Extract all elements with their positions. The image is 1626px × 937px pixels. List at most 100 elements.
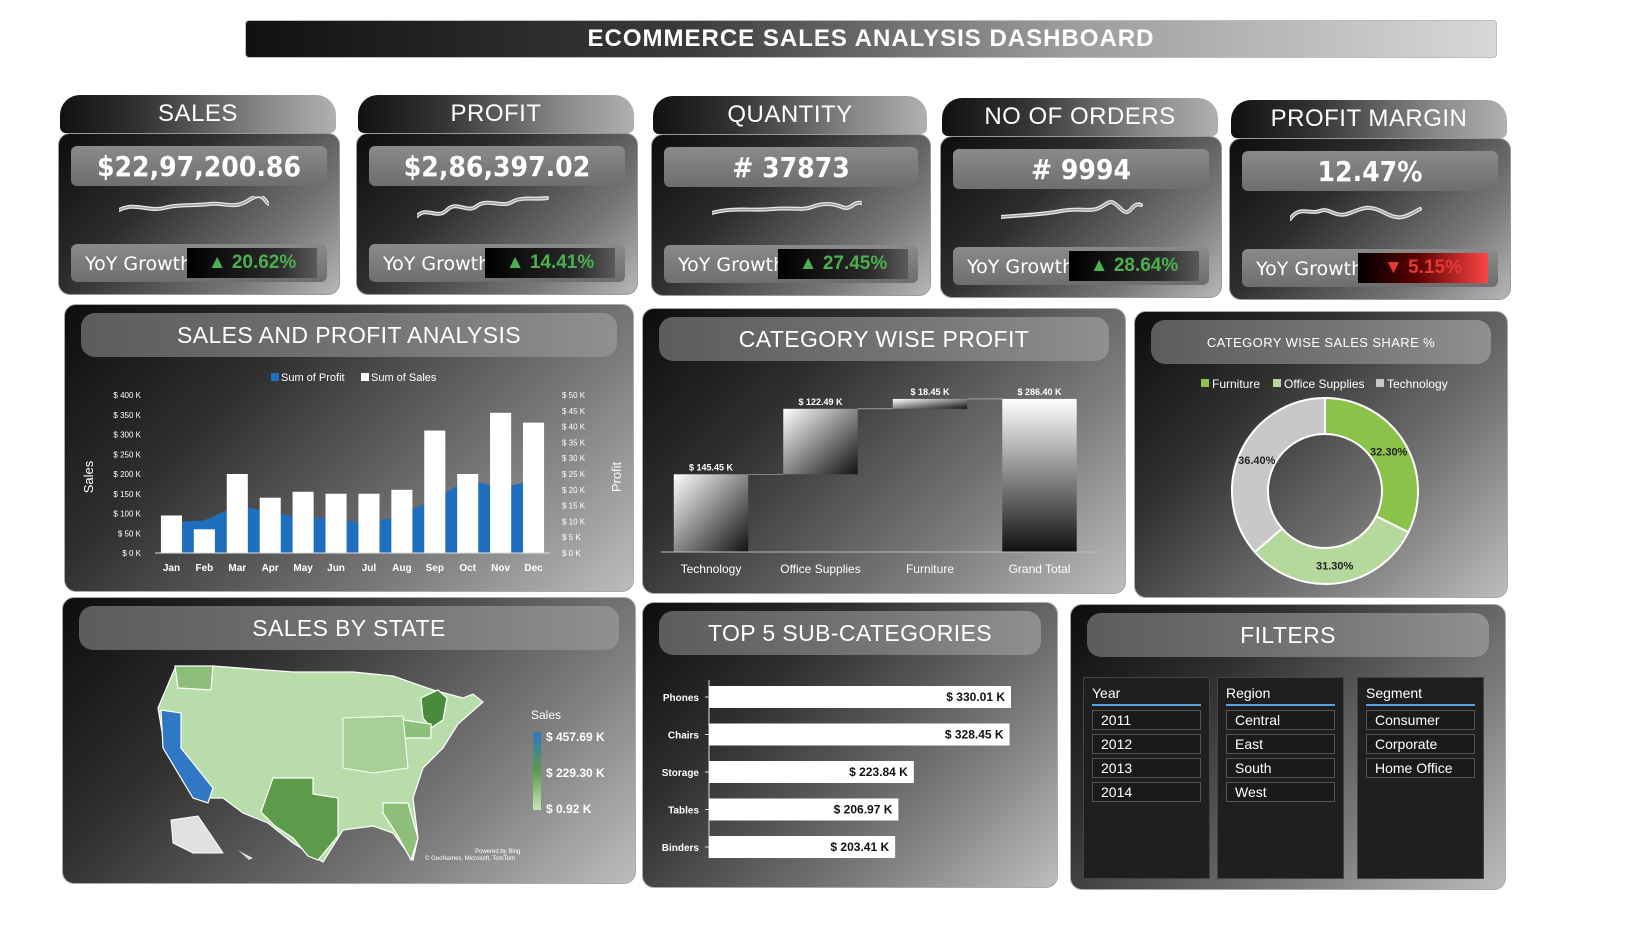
y2-tick: $ 10 K xyxy=(562,517,586,526)
profit-area xyxy=(171,479,534,553)
region-west[interactable]: West xyxy=(1226,782,1335,802)
subcategory-bar xyxy=(709,798,899,821)
x-tick: Mar xyxy=(228,563,246,574)
y2-tick: $ 5 K xyxy=(562,533,581,542)
y-tick: $ 250 K xyxy=(113,450,141,459)
category-share-title: CATEGORY WISE SALES SHARE % xyxy=(1151,320,1491,364)
region-slicer-title: Region xyxy=(1226,682,1335,706)
x-tick: May xyxy=(293,563,313,574)
sales-by-state-title: SALES BY STATE xyxy=(79,606,619,650)
kpi-yoy-value: ▲ 27.45% xyxy=(778,249,908,279)
subcategory-bar xyxy=(709,836,896,858)
y2-tick: $ 40 K xyxy=(562,423,586,432)
top5-title: TOP 5 SUB-CATEGORIES xyxy=(659,611,1041,655)
donut-legend-item: Technology xyxy=(1387,377,1448,391)
y-tick: $ 400 K xyxy=(113,391,141,400)
y-tick: $ 50 K xyxy=(118,529,142,538)
kpi-yoy-label: YoY Growth xyxy=(678,254,786,276)
kpi-yoy-row: YoY Growth ▲ 20.62% xyxy=(71,244,327,282)
kpi-card-4: 12.47% YoY Growth ▼ 5.15% xyxy=(1229,138,1511,300)
segment-corporate[interactable]: Corporate xyxy=(1366,734,1475,754)
waterfall-category: Office Supplies xyxy=(780,562,861,576)
y-tick: $ 350 K xyxy=(113,411,141,420)
subcategory-value: $ 206.97 K xyxy=(834,803,893,817)
donut-legend-item: Furniture xyxy=(1212,377,1260,391)
waterfall-bar xyxy=(783,408,858,475)
year-slicer-title: Year xyxy=(1092,682,1201,706)
y-tick: $ 0 K xyxy=(122,549,141,558)
year-2013[interactable]: 2013 xyxy=(1092,758,1201,778)
combo-legend: Sum of Profit Sum of Sales xyxy=(271,372,437,384)
map-east xyxy=(342,715,409,774)
sales-bar xyxy=(325,493,347,553)
kpi-card-3: # 9994 YoY Growth ▲ 28.64% xyxy=(940,136,1222,298)
donut-slice xyxy=(1324,396,1419,534)
year-2014[interactable]: 2014 xyxy=(1092,782,1201,802)
x-tick: Nov xyxy=(491,563,510,574)
subcategory-name: Binders xyxy=(662,843,700,854)
kpi-yoy-value: ▲ 20.62% xyxy=(187,248,317,278)
sales-bar xyxy=(358,493,380,553)
map-credit-sources: © GeoNames, Microsoft, TomTom xyxy=(425,855,515,862)
sales-bar xyxy=(259,497,281,553)
map-legend-min: $ 0.92 K xyxy=(546,802,592,816)
waterfall-category: Technology xyxy=(681,562,742,576)
kpi-yoy-value: ▲ 14.41% xyxy=(485,248,615,278)
subcategory-bar xyxy=(709,686,1011,708)
category-share-panel: CATEGORY WISE SALES SHARE % Furniture Off… xyxy=(1134,311,1508,598)
top5-panel: TOP 5 SUB-CATEGORIES $ 330.01 K Phones $ 3… xyxy=(642,602,1058,888)
waterfall-label: $ 122.49 K xyxy=(798,397,843,407)
kpi-card-2: # 37873 YoY Growth ▲ 27.45% xyxy=(651,134,931,296)
sales-profit-panel: SALES AND PROFIT ANALYSIS Sum of Profit S… xyxy=(64,304,634,592)
subcategory-name: Phones xyxy=(663,693,700,704)
waterfall-label: $ 145.45 K xyxy=(689,462,734,472)
kpi-header-0: SALES xyxy=(60,95,336,133)
x-tick: Feb xyxy=(195,563,213,574)
year-2012[interactable]: 2012 xyxy=(1092,734,1201,754)
legend-profit: Sum of Profit xyxy=(281,372,345,384)
legend-sales: Sum of Sales xyxy=(371,372,437,384)
kpi-yoy-label: YoY Growth xyxy=(85,253,193,275)
kpi-sparkline xyxy=(712,200,862,215)
donut-slice xyxy=(1253,514,1410,585)
map-credit-bing: Powered by Bing xyxy=(475,849,520,855)
kpi-sparkline xyxy=(1001,200,1143,219)
segment-consumer[interactable]: Consumer xyxy=(1366,710,1475,730)
sales-bar xyxy=(424,430,446,553)
x-tick: Aug xyxy=(392,563,411,574)
x-tick: Sep xyxy=(426,563,444,574)
y2-tick: $ 15 K xyxy=(562,502,586,511)
kpi-yoy-row: YoY Growth ▲ 28.64% xyxy=(953,247,1209,285)
map-legend-max: $ 457.69 K xyxy=(546,730,605,744)
region-east[interactable]: East xyxy=(1226,734,1335,754)
kpi-sparkline xyxy=(1290,205,1422,221)
region-south[interactable]: South xyxy=(1226,758,1335,778)
waterfall-label: $ 18.45 K xyxy=(910,387,950,397)
kpi-value: $2,86,397.02 xyxy=(369,146,625,186)
waterfall-category: Furniture xyxy=(906,562,954,576)
y2-tick: $ 50 K xyxy=(562,391,586,400)
legend-swatch-sales xyxy=(361,373,369,381)
kpi-header-3: NO OF ORDERS xyxy=(942,98,1218,136)
year-slicer[interactable]: Year 2011 2012 2013 2014 xyxy=(1083,677,1210,879)
sales-bar xyxy=(490,412,512,553)
segment-slicer[interactable]: Segment Consumer Corporate Home Office xyxy=(1357,677,1484,879)
segment-home-office[interactable]: Home Office xyxy=(1366,758,1475,778)
kpi-yoy-row: YoY Growth ▼ 5.15% xyxy=(1242,249,1498,287)
region-slicer[interactable]: Region Central East South West xyxy=(1217,677,1344,879)
region-central[interactable]: Central xyxy=(1226,710,1335,730)
sales-by-state-panel: SALES BY STATE Sales $ 457.69 K $ 229.30… xyxy=(62,597,636,884)
x-tick: Jan xyxy=(163,563,180,574)
x-tick: Oct xyxy=(459,563,476,574)
sales-bar xyxy=(160,515,182,553)
donut-slice-label: 31.30% xyxy=(1316,560,1354,572)
subcategory-value: $ 223.84 K xyxy=(849,765,908,779)
donut-legend-swatch xyxy=(1376,379,1384,387)
map-new-york xyxy=(420,689,448,729)
us-map[interactable]: Sales $ 457.69 K $ 229.30 K $ 0.92 K Pow… xyxy=(63,598,635,883)
year-2011[interactable]: 2011 xyxy=(1092,710,1201,730)
y-axis-label: Sales xyxy=(81,460,96,493)
x-tick: Jun xyxy=(327,563,345,574)
kpi-sparkline xyxy=(417,196,549,218)
y2-tick: $ 35 K xyxy=(562,438,586,447)
